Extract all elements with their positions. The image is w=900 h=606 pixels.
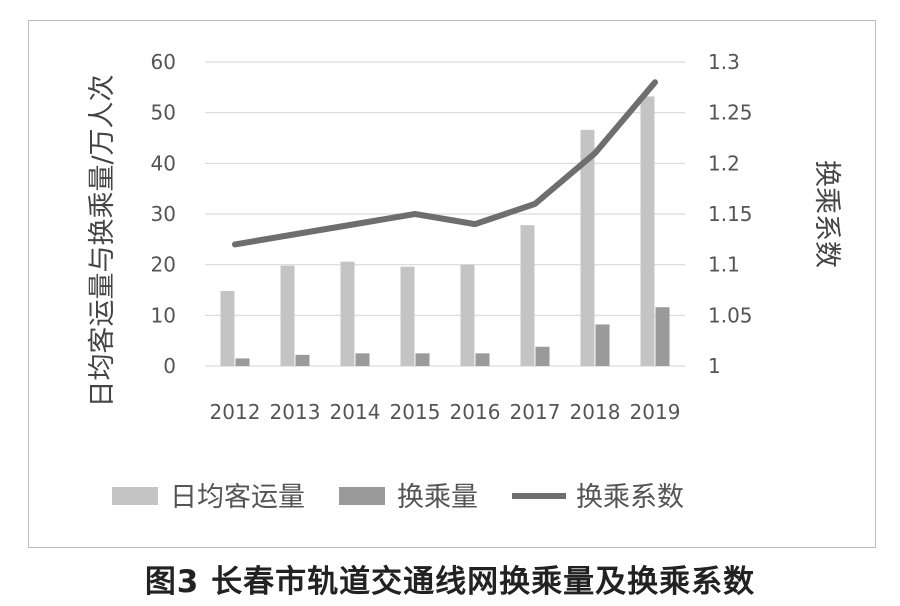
bar-transfer-volume [655, 307, 670, 366]
y-right-tick-label: 1 [708, 354, 721, 378]
bar-daily-ridership [520, 225, 535, 366]
bar-daily-ridership [580, 129, 595, 366]
legend-item: 换乘量 [339, 482, 478, 513]
chart-frame [28, 20, 876, 548]
y-left-tick-label: 40 [151, 151, 176, 175]
legend-label: 换乘系数 [576, 482, 684, 513]
line-transfer-coefficient [232, 79, 658, 248]
legend: 日均客运量 换乘量 换乘系数 [112, 482, 684, 513]
bar-daily-ridership [280, 265, 295, 366]
y-right-tick-label: 1.2 [708, 151, 740, 175]
y-right-tick-label: 1.3 [708, 50, 740, 74]
x-tick-label: 2019 [630, 400, 681, 424]
x-tick-label: 2012 [210, 400, 261, 424]
bar-transfer-volume [535, 346, 550, 366]
legend-label: 日均客运量 [170, 482, 305, 513]
legend-item: 换乘系数 [512, 482, 684, 513]
x-tick-label: 2013 [270, 400, 321, 424]
x-tick-label: 2018 [570, 400, 621, 424]
bar-daily-ridership [340, 261, 355, 366]
x-tick-label: 2017 [510, 400, 561, 424]
bar-daily-ridership [640, 96, 655, 366]
y-left-axis-label: 日均客运量与换乘量/万人次 [87, 74, 118, 407]
bar-daily-ridership [220, 291, 235, 366]
bar-transfer-volume [475, 353, 490, 366]
legend-item: 日均客运量 [112, 482, 305, 513]
bar-transfer-volume [415, 353, 430, 366]
y-right-tick-label: 1.25 [708, 101, 753, 125]
bar-transfer-volume [295, 354, 310, 366]
x-tick-label: 2015 [390, 400, 441, 424]
y-right-tick-label: 1.05 [708, 303, 753, 327]
gridlines [205, 61, 685, 367]
chart: 0 1 10 1.05 20 1.1 30 1.15 40 1.2 50 1.25 60 1.3 2012 2… [87, 50, 842, 513]
y-left-tick-label: 20 [151, 253, 176, 277]
bar-daily-ridership [400, 266, 415, 366]
bar-transfer-volume [595, 324, 610, 366]
y-left-tick-label: 0 [163, 354, 176, 378]
legend-swatch [112, 487, 158, 505]
bars [220, 96, 670, 366]
y-right-tick-label: 1.15 [708, 202, 753, 226]
y-left-tick-label: 60 [151, 50, 176, 74]
legend-label: 换乘量 [397, 482, 478, 513]
tick-labels: 0 1 10 1.05 20 1.1 30 1.15 40 1.2 50 1.25 60 1.3 2012 2… [151, 50, 753, 424]
y-left-tick-label: 50 [151, 101, 176, 125]
bar-transfer-volume [235, 358, 250, 366]
x-tick-label: 2014 [330, 400, 381, 424]
bar-transfer-volume [355, 353, 370, 366]
y-left-tick-label: 10 [151, 303, 176, 327]
y-left-tick-label: 30 [151, 202, 176, 226]
x-tick-label: 2016 [450, 400, 501, 424]
y-right-axis-label: 换乘系数 [811, 160, 842, 268]
figure-caption: 图3 长春市轨道交通线网换乘量及换乘系数 [144, 564, 756, 600]
line-series [232, 79, 658, 248]
y-right-tick-label: 1.1 [708, 253, 740, 277]
bar-daily-ridership [460, 264, 475, 366]
legend-swatch [339, 487, 385, 505]
